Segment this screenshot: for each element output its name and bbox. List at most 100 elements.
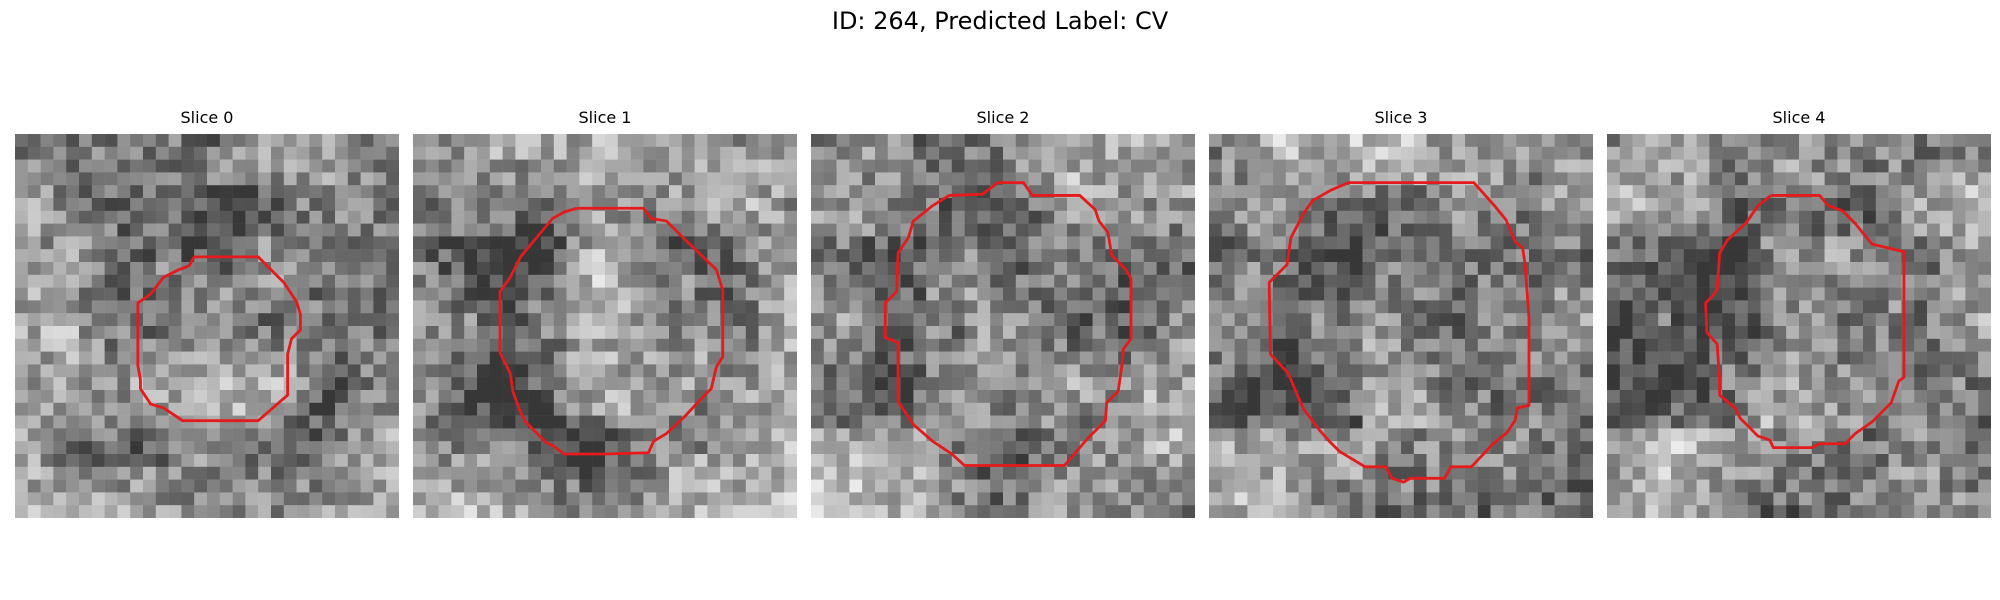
pixel [1709,402,1723,416]
pixel [1888,338,1902,352]
pixel [1863,505,1877,518]
pixel [1927,479,1941,493]
pixel [694,300,708,314]
pixel [168,236,182,250]
pixel [1477,185,1491,199]
pixel [1696,466,1710,480]
pixel [15,210,29,224]
pixel [413,274,427,288]
pixel [258,390,272,404]
pixel [1978,262,1991,276]
pixel [1247,185,1261,199]
pixel [1247,274,1261,288]
pixel [1311,249,1325,263]
pixel [1234,249,1248,263]
pixel [1311,236,1325,250]
pixel [1452,351,1466,365]
pixel [1439,390,1453,404]
pixel [1645,185,1659,199]
pixel [939,210,953,224]
pixel [1760,313,1774,327]
pixel [1632,390,1646,404]
pixel [733,377,747,391]
pixel [990,159,1004,173]
pixel [733,428,747,442]
pixel [1914,415,1928,429]
pixel [360,223,374,237]
pixel [245,134,259,148]
pixel [1118,287,1132,301]
pixel [1927,492,1941,506]
pixel [207,185,221,199]
pixel [926,159,940,173]
pixel [617,479,631,493]
pixel [53,223,67,237]
pixel [309,313,323,327]
pixel [1349,466,1363,480]
pixel [1554,441,1568,455]
pixel [91,300,105,314]
pixel [1092,326,1106,340]
pixel [1067,466,1081,480]
pixel [1875,338,1889,352]
pixel [1401,262,1415,276]
pixel [605,287,619,301]
pixel [1952,377,1966,391]
pixel [630,146,644,160]
pixel [181,146,195,160]
pixel [1811,505,1825,518]
pixel [862,274,876,288]
pixel [1413,146,1427,160]
pixel [502,185,516,199]
pixel [1247,198,1261,212]
pixel [1092,377,1106,391]
pixel [1965,146,1979,160]
pixel [168,223,182,237]
pixel [1209,505,1223,518]
pixel [707,441,721,455]
pixel [168,505,182,518]
pixel [1156,300,1170,314]
pixel [1607,338,1621,352]
pixel [1901,415,1915,429]
pixel [875,287,889,301]
pixel [245,390,259,404]
pixel [758,338,772,352]
pixel [91,236,105,250]
pixel [990,274,1004,288]
pixel [1439,338,1453,352]
pixel [1799,210,1813,224]
pixel [1978,134,1991,148]
pixel [1811,146,1825,160]
pixel [386,210,399,224]
pixel [1735,390,1749,404]
pixel [643,223,657,237]
pixel [1722,262,1736,276]
pixel [733,441,747,455]
pixel [1388,300,1402,314]
pixel [541,172,555,186]
pixel [271,428,285,442]
pixel [53,287,67,301]
pixel [977,326,991,340]
pixel [347,300,361,314]
pixel [1156,223,1170,237]
pixel [1580,159,1593,173]
pixel [1221,313,1235,327]
pixel [669,146,683,160]
pixel [117,134,131,148]
pixel [373,492,387,506]
pixel [373,466,387,480]
pixel [245,326,259,340]
pixel [1875,441,1889,455]
pixel [1516,262,1530,276]
pixel [245,236,259,250]
pixel [1541,274,1555,288]
pixel [823,185,837,199]
pixel [1182,198,1195,212]
pixel [1028,249,1042,263]
pixel [271,313,285,327]
pixel [1324,313,1338,327]
pixel [309,172,323,186]
pixel [1260,415,1274,429]
